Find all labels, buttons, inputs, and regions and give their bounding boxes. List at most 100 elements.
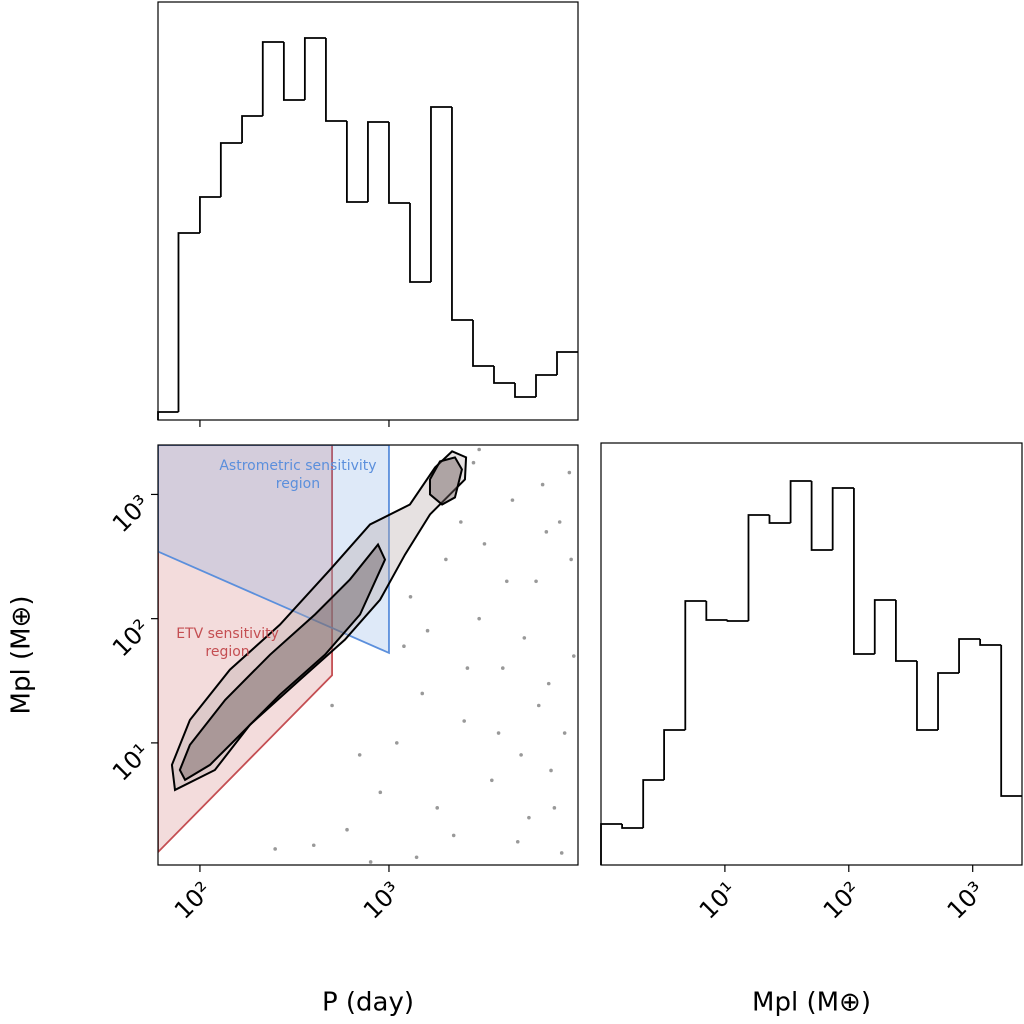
hist-step xyxy=(958,638,981,673)
hist-step xyxy=(157,411,179,420)
hist-step xyxy=(199,196,221,233)
point xyxy=(311,843,316,848)
point xyxy=(569,557,573,562)
point xyxy=(408,594,413,599)
y-tick-label: 10³ xyxy=(107,490,155,538)
hist-step xyxy=(642,779,665,828)
point xyxy=(477,616,481,621)
y-tick-label: 10² xyxy=(107,614,155,662)
contour xyxy=(178,542,387,782)
hist-step xyxy=(556,351,578,375)
point xyxy=(567,470,572,475)
point xyxy=(414,855,419,860)
point xyxy=(552,806,557,810)
sensitivity-region xyxy=(158,445,333,854)
hist-step xyxy=(726,620,749,622)
hist-step xyxy=(177,232,200,412)
x-axis-label: P (day) xyxy=(322,988,414,1018)
point xyxy=(420,691,425,696)
point xyxy=(477,447,481,452)
region-label: Astrometric sensitivity xyxy=(219,458,376,474)
hist-step xyxy=(768,515,791,524)
hist-step xyxy=(621,824,644,829)
hist-step xyxy=(388,122,411,204)
point xyxy=(510,498,515,502)
hist-step xyxy=(430,106,452,282)
hist-step xyxy=(303,37,326,100)
point xyxy=(444,557,448,562)
hist-step xyxy=(663,729,686,780)
point xyxy=(330,703,334,708)
hist-step xyxy=(367,121,389,202)
hist-step xyxy=(261,41,284,116)
point xyxy=(544,530,549,534)
hist-step xyxy=(1000,645,1022,797)
y-axis-label: Mpl (M⊕) xyxy=(7,596,37,715)
hist-step xyxy=(810,481,833,551)
x-tick-label: 10³ xyxy=(942,876,990,924)
point xyxy=(394,741,399,745)
point xyxy=(549,768,553,773)
point xyxy=(500,666,505,670)
point xyxy=(515,839,520,844)
point xyxy=(519,753,523,757)
hist-step xyxy=(705,601,728,621)
x-tick-label: 10³ xyxy=(358,876,406,924)
point xyxy=(490,778,494,783)
point xyxy=(522,636,527,640)
hist-step xyxy=(831,487,854,550)
hist-step xyxy=(409,203,431,283)
point xyxy=(540,482,545,487)
hist-step xyxy=(895,600,917,662)
hist-step xyxy=(873,599,896,654)
point xyxy=(471,460,476,465)
x-tick-label: 10¹ xyxy=(694,876,742,924)
hist-step xyxy=(937,672,960,730)
hist-step xyxy=(789,480,812,523)
point xyxy=(559,851,564,855)
region-label: region xyxy=(276,476,320,492)
point xyxy=(435,806,440,810)
point xyxy=(459,520,463,524)
hist-step xyxy=(916,661,939,731)
point xyxy=(527,815,531,820)
hist-step xyxy=(451,107,473,321)
hist-step xyxy=(853,488,875,655)
hist-step xyxy=(600,823,623,865)
point xyxy=(504,579,509,584)
x-tick-label: 10² xyxy=(169,876,217,924)
hist-step xyxy=(282,42,305,101)
axes-frame xyxy=(600,442,1023,866)
point xyxy=(451,833,456,838)
y-tick-label: 10¹ xyxy=(107,738,155,786)
axes-frame xyxy=(157,444,579,866)
region-label: ETV sensitivity xyxy=(176,626,279,642)
point xyxy=(462,719,466,723)
point xyxy=(273,847,277,851)
point xyxy=(425,628,430,633)
x-tick-label: 10² xyxy=(818,876,866,924)
hist-step xyxy=(472,320,494,367)
x-axis-label: Mpl (M⊕) xyxy=(752,988,871,1018)
plot-area xyxy=(158,445,576,864)
hist-step xyxy=(747,514,770,621)
point xyxy=(368,860,373,864)
hist-step xyxy=(325,38,347,122)
point xyxy=(357,753,362,757)
point xyxy=(402,644,406,649)
axes-frame xyxy=(157,1,579,421)
hist-step xyxy=(535,374,558,397)
region-label: region xyxy=(205,644,249,660)
hist-step xyxy=(345,121,368,203)
hist-step xyxy=(219,142,243,197)
hist-step xyxy=(241,115,263,143)
point xyxy=(562,731,567,735)
point xyxy=(557,520,562,524)
point xyxy=(496,731,501,735)
contour xyxy=(428,456,463,506)
point xyxy=(345,827,349,832)
contour xyxy=(170,450,468,792)
point xyxy=(571,654,576,658)
hist-step xyxy=(979,639,1002,646)
point xyxy=(378,790,383,795)
